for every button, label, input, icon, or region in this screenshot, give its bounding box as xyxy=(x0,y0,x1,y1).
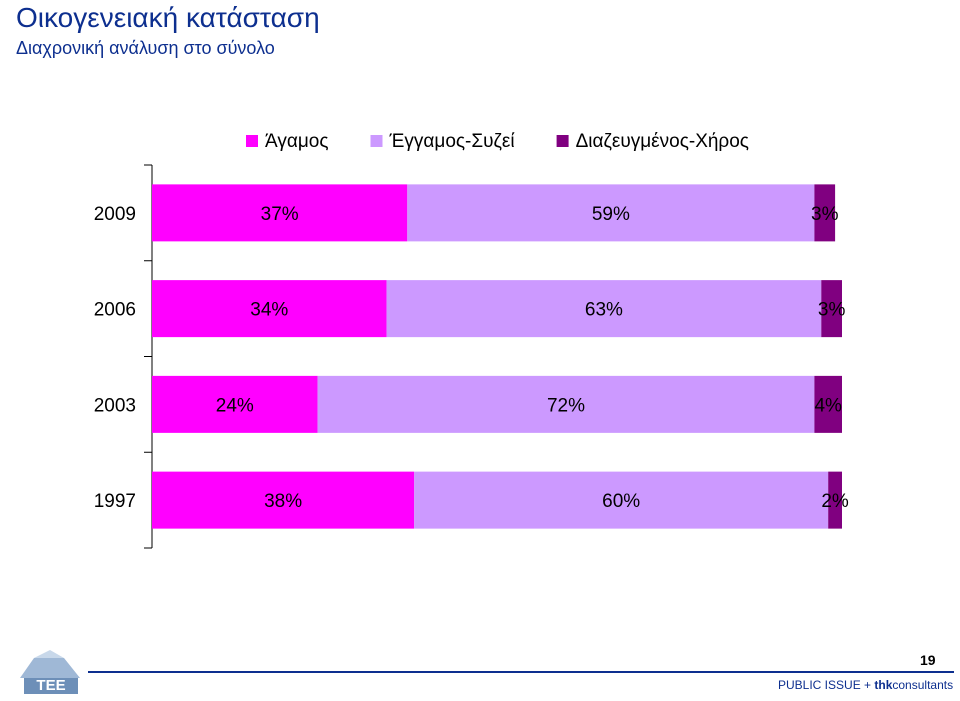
stacked-bar-chart: Άγαμος Έγγαμος-Συζεί Διαζευγμένος-Χήρος 200… xyxy=(94,131,849,549)
page-title: Οικογενειακή κατάσταση xyxy=(16,2,320,33)
data-label: 60% xyxy=(602,491,640,512)
tee-logo: ΤΕΕ xyxy=(14,648,86,696)
category-label: 1997 xyxy=(94,491,136,512)
data-label: 59% xyxy=(592,204,630,225)
svg-text:ΤΕΕ: ΤΕΕ xyxy=(36,677,65,694)
bar-segment-1 xyxy=(152,471,415,529)
legend-swatch-1 xyxy=(246,135,258,147)
bar-segment-3 xyxy=(814,375,842,433)
bar-segment-2 xyxy=(414,471,829,529)
bar-segment-2 xyxy=(386,280,822,338)
category-label: 2006 xyxy=(94,300,136,321)
bar-segment-2 xyxy=(407,184,815,242)
footer-divider xyxy=(88,671,954,673)
data-label: 2% xyxy=(821,491,849,512)
footer-credit: PUBLIC ISSUE + thkconsultants xyxy=(778,678,954,692)
bar-segment-1 xyxy=(152,280,387,338)
data-label: 4% xyxy=(814,395,842,416)
legend-label-2: Έγγαμος-Συζεί xyxy=(389,131,516,152)
legend-label-3: Διαζευγμένος-Χήρος xyxy=(576,131,749,152)
bar-segment-3 xyxy=(821,280,842,338)
page-subtitle: Διαχρονική ανάλυση στο σύνολο xyxy=(16,38,275,58)
bar-segment-1 xyxy=(152,184,408,242)
category-label: 2003 xyxy=(94,395,136,416)
data-label: 3% xyxy=(818,300,846,321)
category-label: 2009 xyxy=(94,204,136,225)
data-label: 63% xyxy=(585,300,623,321)
bar-segment-3 xyxy=(814,184,836,242)
data-label: 38% xyxy=(264,491,302,512)
legend-swatch-3 xyxy=(556,135,569,147)
data-label: 72% xyxy=(547,395,585,416)
bar-segment-2 xyxy=(317,375,815,433)
data-label: 24% xyxy=(216,395,254,416)
data-label: 37% xyxy=(261,204,299,225)
bar-segment-1 xyxy=(152,375,318,433)
legend-label-1: Άγαμος xyxy=(265,131,329,152)
legend-swatch-2 xyxy=(370,135,383,147)
page-number: 19 xyxy=(920,652,936,668)
bar-segment-3 xyxy=(828,471,842,529)
data-label: 34% xyxy=(250,300,288,321)
data-label: 3% xyxy=(811,204,839,225)
